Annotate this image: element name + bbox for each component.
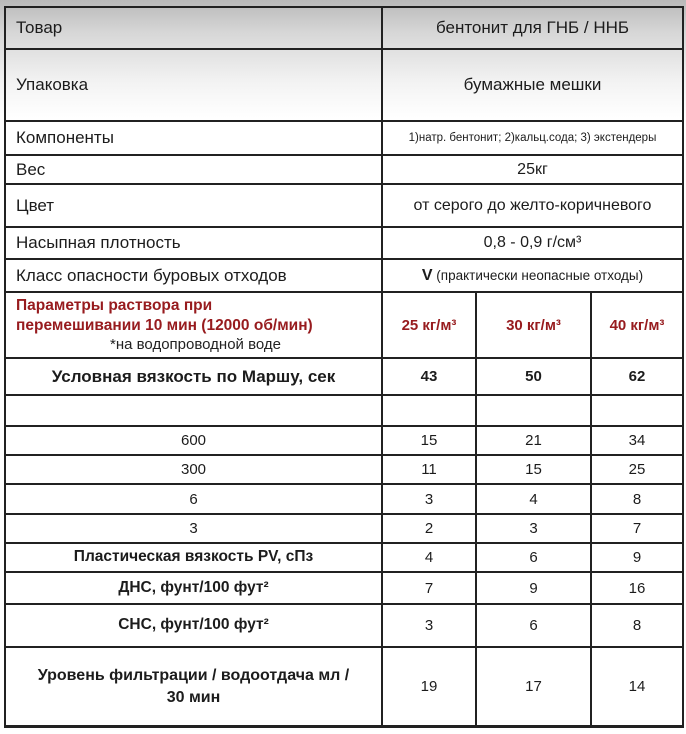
plastic-viscosity-label: Пластическая вязкость PV, сПз: [4, 542, 383, 574]
bulk-density-value: 0,8 - 0,9 г/см³: [381, 226, 684, 260]
rpm-6-label: 6: [4, 483, 383, 516]
filtration-label: Уровень фильтрации / водоотдача мл / 30 …: [4, 646, 383, 728]
column-header-30kg: 30 кг/м³: [475, 290, 592, 360]
marsh-viscosity-label: Условная вязкость по Маршу, сек: [4, 357, 383, 397]
bulk-density-label: Насыпная плотность: [4, 226, 383, 260]
row-rpm-3: 3 2 3 7: [4, 513, 684, 545]
row-bulk-density: Насыпная плотность 0,8 - 0,9 г/см³: [4, 226, 684, 260]
mix-title-line1: Параметры раствора при: [16, 297, 213, 314]
cell-value: 21: [475, 425, 592, 457]
cell-value: 3: [381, 483, 477, 516]
cell-value: 17: [475, 646, 592, 728]
column-header-25kg: 25 кг/м³: [381, 290, 477, 360]
row-rpm-600: 600 15 21 34: [4, 425, 684, 457]
rpm-3-label: 3: [4, 513, 383, 545]
cell-value: [381, 394, 477, 428]
components-value: 1)натр. бентонит; 2)кальц.сода; 3) эксте…: [381, 120, 684, 156]
cell-value: 14: [590, 646, 684, 728]
rpm-300-label: 300: [4, 454, 383, 486]
components-label: Компоненты: [4, 120, 383, 156]
cell-value: 43: [381, 357, 477, 397]
cell-value: 4: [475, 483, 592, 516]
cell-value: 25: [590, 454, 684, 486]
cell-value: 19: [381, 646, 477, 728]
packaging-label: Упаковка: [4, 48, 383, 122]
cell-value: 3: [475, 513, 592, 545]
weight-label: Вес: [4, 154, 383, 185]
empty-label: [4, 394, 383, 428]
row-plastic-viscosity: Пластическая вязкость PV, сПз 4 6 9: [4, 542, 684, 574]
cell-value: 16: [590, 571, 684, 606]
row-marsh-viscosity: Условная вязкость по Маршу, сек 43 50 62: [4, 357, 684, 397]
cell-value: 8: [590, 483, 684, 516]
cell-value: 62: [590, 357, 684, 397]
color-label: Цвет: [4, 183, 383, 228]
row-rpm-300: 300 11 15 25: [4, 454, 684, 486]
mix-header-label: Параметры раствора при перемешивании 10 …: [4, 290, 383, 360]
hazard-class-grade: V: [421, 266, 433, 284]
hazard-class-note: (практически неопасные отходы): [432, 267, 644, 283]
rpm-600-label: 600: [4, 425, 383, 457]
row-hazard-class: Класс опасности буровых отходов V (практ…: [4, 258, 684, 293]
mix-title-line2: перемешивании 10 мин (12000 об/мин): [16, 316, 313, 334]
cell-value: [475, 394, 592, 428]
cell-value: 3: [381, 603, 477, 649]
cell-value: 6: [475, 542, 592, 574]
product-label: Товар: [4, 6, 383, 50]
cell-value: [590, 394, 684, 428]
cell-value: 6: [475, 603, 592, 649]
cell-value: 15: [475, 454, 592, 486]
color-value: от серого до желто-коричневого: [381, 183, 684, 228]
yield-point-label: ДНС, фунт/100 фут²: [4, 571, 383, 606]
row-product: Товар бентонит для ГНБ / ННБ: [4, 6, 684, 50]
gel-strength-label: СНС, фунт/100 фут²: [4, 603, 383, 649]
row-gel-strength: СНС, фунт/100 фут² 3 6 8: [4, 603, 684, 649]
cell-value: 4: [381, 542, 477, 574]
cell-value: 2: [381, 513, 477, 545]
cell-value: 11: [381, 454, 477, 486]
mix-note: *на водопроводной воде: [110, 335, 281, 353]
cell-value: 8: [590, 603, 684, 649]
cell-value: 9: [475, 571, 592, 606]
row-empty: [4, 394, 684, 428]
row-yield-point: ДНС, фунт/100 фут² 7 9 16: [4, 571, 684, 606]
row-filtration: Уровень фильтрации / водоотдача мл / 30 …: [4, 646, 684, 728]
product-spec-table: Товар бентонит для ГНБ / ННБ Упаковка бу…: [4, 6, 684, 728]
row-color: Цвет от серого до желто-коричневого: [4, 183, 684, 228]
row-mix-header: Параметры раствора при перемешивании 10 …: [4, 290, 684, 360]
weight-value: 25кг: [381, 154, 684, 185]
row-rpm-6: 6 3 4 8: [4, 483, 684, 516]
row-components: Компоненты 1)натр. бентонит; 2)кальц.сод…: [4, 120, 684, 156]
cell-value: 7: [590, 513, 684, 545]
hazard-class-label: Класс опасности буровых отходов: [4, 258, 383, 293]
row-weight: Вес 25кг: [4, 154, 684, 185]
filtration-label-text: Уровень фильтрации / водоотдача мл / 30 …: [37, 667, 350, 706]
row-packaging: Упаковка бумажные мешки: [4, 48, 684, 122]
hazard-class-value: V (практически неопасные отходы): [381, 258, 684, 293]
cell-value: 34: [590, 425, 684, 457]
cell-value: 50: [475, 357, 592, 397]
cell-value: 9: [590, 542, 684, 574]
product-value: бентонит для ГНБ / ННБ: [381, 6, 684, 50]
column-header-40kg: 40 кг/м³: [590, 290, 684, 360]
cell-value: 7: [381, 571, 477, 606]
packaging-value: бумажные мешки: [381, 48, 684, 122]
cell-value: 15: [381, 425, 477, 457]
